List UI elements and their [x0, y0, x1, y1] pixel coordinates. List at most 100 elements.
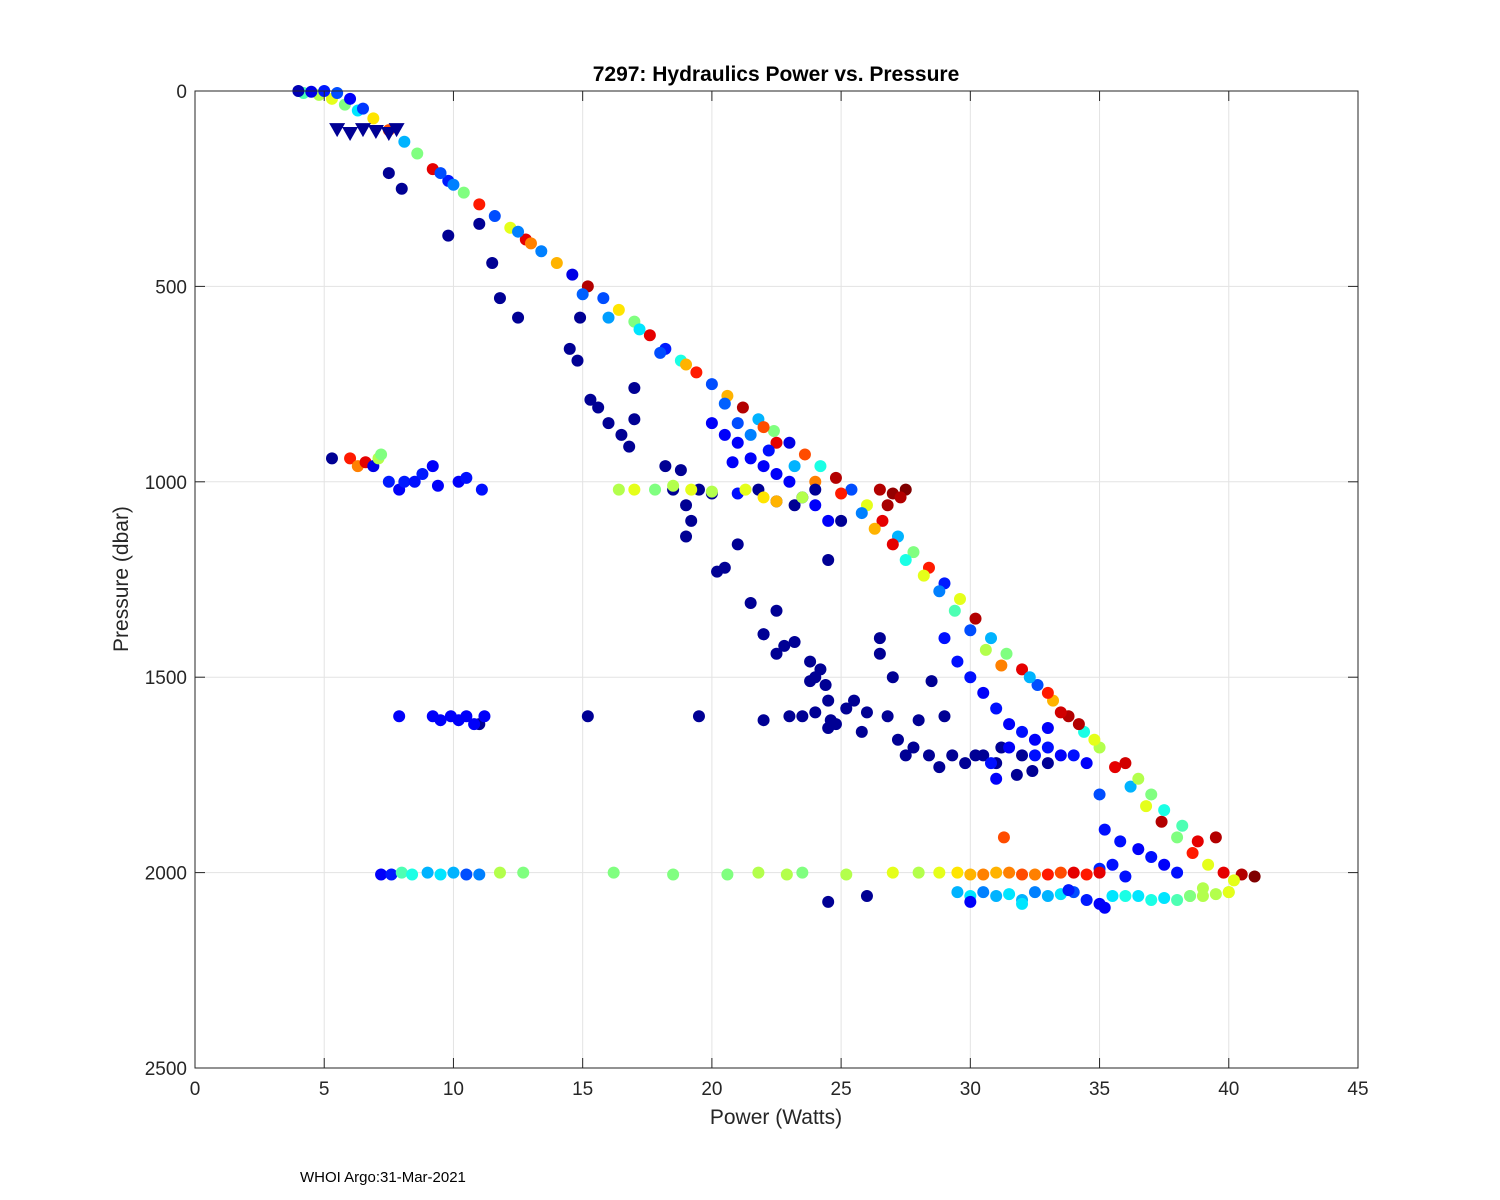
- data-point: [1026, 764, 1039, 777]
- data-point: [1031, 679, 1044, 692]
- data-point-triangle: [354, 123, 371, 138]
- data-point: [385, 868, 398, 881]
- data-point: [1028, 868, 1041, 881]
- data-point: [959, 757, 972, 770]
- data-point: [1248, 870, 1261, 883]
- data-point: [718, 397, 731, 410]
- data-point: [809, 706, 822, 719]
- data-point: [744, 428, 757, 441]
- data-point: [607, 866, 620, 879]
- data-point: [770, 604, 783, 617]
- data-point: [457, 186, 470, 199]
- axes-background: [195, 91, 1358, 1068]
- data-point: [493, 292, 506, 305]
- data-point: [757, 491, 770, 504]
- data-point: [597, 292, 610, 305]
- data-point: [305, 85, 318, 98]
- data-point: [395, 866, 408, 879]
- data-point: [1016, 749, 1029, 762]
- data-point: [649, 483, 662, 496]
- data-point: [1041, 741, 1054, 754]
- data-point: [475, 483, 488, 496]
- data-point: [951, 655, 964, 668]
- data-point: [1217, 866, 1230, 879]
- data-point: [442, 229, 455, 242]
- data-point: [1093, 788, 1106, 801]
- data-point: [421, 866, 434, 879]
- data-point: [1132, 772, 1145, 785]
- data-point: [1054, 749, 1067, 762]
- data-point: [493, 866, 506, 879]
- y-tick-label: 1500: [145, 668, 187, 689]
- data-point: [933, 585, 946, 598]
- data-point: [398, 135, 411, 148]
- data-point: [912, 866, 925, 879]
- data-point: [840, 702, 853, 715]
- data-point: [460, 471, 473, 484]
- footer-stamp: WHOI Argo:31-Mar-2021: [300, 1169, 466, 1186]
- data-point: [1184, 890, 1197, 903]
- data-point: [1119, 757, 1132, 770]
- data-point: [576, 288, 589, 301]
- data-point: [985, 632, 998, 645]
- data-point: [979, 643, 992, 656]
- data-point: [985, 757, 998, 770]
- data-point: [788, 636, 801, 649]
- data-point: [1041, 722, 1054, 735]
- data-point: [375, 448, 388, 461]
- data-point: [654, 346, 667, 359]
- data-point: [325, 452, 338, 465]
- data-point: [628, 413, 641, 426]
- series-surface-triangles: [329, 123, 405, 141]
- data-point: [486, 256, 499, 269]
- data-point: [1119, 890, 1132, 903]
- data-point: [835, 514, 848, 527]
- x-tick-label: 5: [319, 1079, 330, 1100]
- data-point: [946, 749, 959, 762]
- data-point: [809, 483, 822, 496]
- data-point: [964, 624, 977, 637]
- data-point: [899, 749, 912, 762]
- x-tick-labels: 0 5 10 15 20 25 30 35 40 45: [190, 1079, 1369, 1100]
- data-point: [628, 382, 641, 395]
- data-point: [447, 866, 460, 879]
- data-point: [835, 487, 848, 500]
- data-point: [398, 475, 411, 488]
- data-point: [550, 256, 563, 269]
- data-point: [434, 167, 447, 180]
- data-point: [1016, 663, 1029, 676]
- data-point: [848, 694, 861, 707]
- series-cluster-1600: [393, 710, 491, 731]
- series-cluster-2000: [375, 831, 1235, 914]
- data-point: [473, 198, 486, 211]
- data-point: [344, 452, 357, 465]
- data-point: [783, 475, 796, 488]
- data-point: [1093, 866, 1106, 879]
- data-point: [623, 440, 636, 453]
- data-point: [1106, 858, 1119, 871]
- data-point: [822, 722, 835, 735]
- data-point: [881, 710, 894, 723]
- data-point: [367, 112, 380, 125]
- x-tick-label: 10: [443, 1079, 464, 1100]
- data-point: [659, 460, 672, 473]
- plot-area: [194, 85, 1359, 1069]
- data-point: [731, 436, 744, 449]
- data-point: [798, 448, 811, 461]
- data-point: [912, 714, 925, 727]
- data-point: [1003, 741, 1016, 754]
- data-point: [736, 401, 749, 414]
- x-tick-label: 15: [572, 1079, 593, 1100]
- series-dark-scatter-branch: [382, 167, 1054, 908]
- data-point: [948, 604, 961, 617]
- data-point: [375, 868, 388, 881]
- x-tick-label: 35: [1089, 1079, 1110, 1100]
- data-point: [757, 714, 770, 727]
- data-point: [990, 890, 1003, 903]
- y-tick-label: 500: [155, 277, 187, 298]
- data-point: [488, 210, 501, 223]
- data-point: [977, 749, 990, 762]
- data-point: [809, 499, 822, 512]
- data-point: [512, 311, 525, 324]
- data-point: [628, 483, 641, 496]
